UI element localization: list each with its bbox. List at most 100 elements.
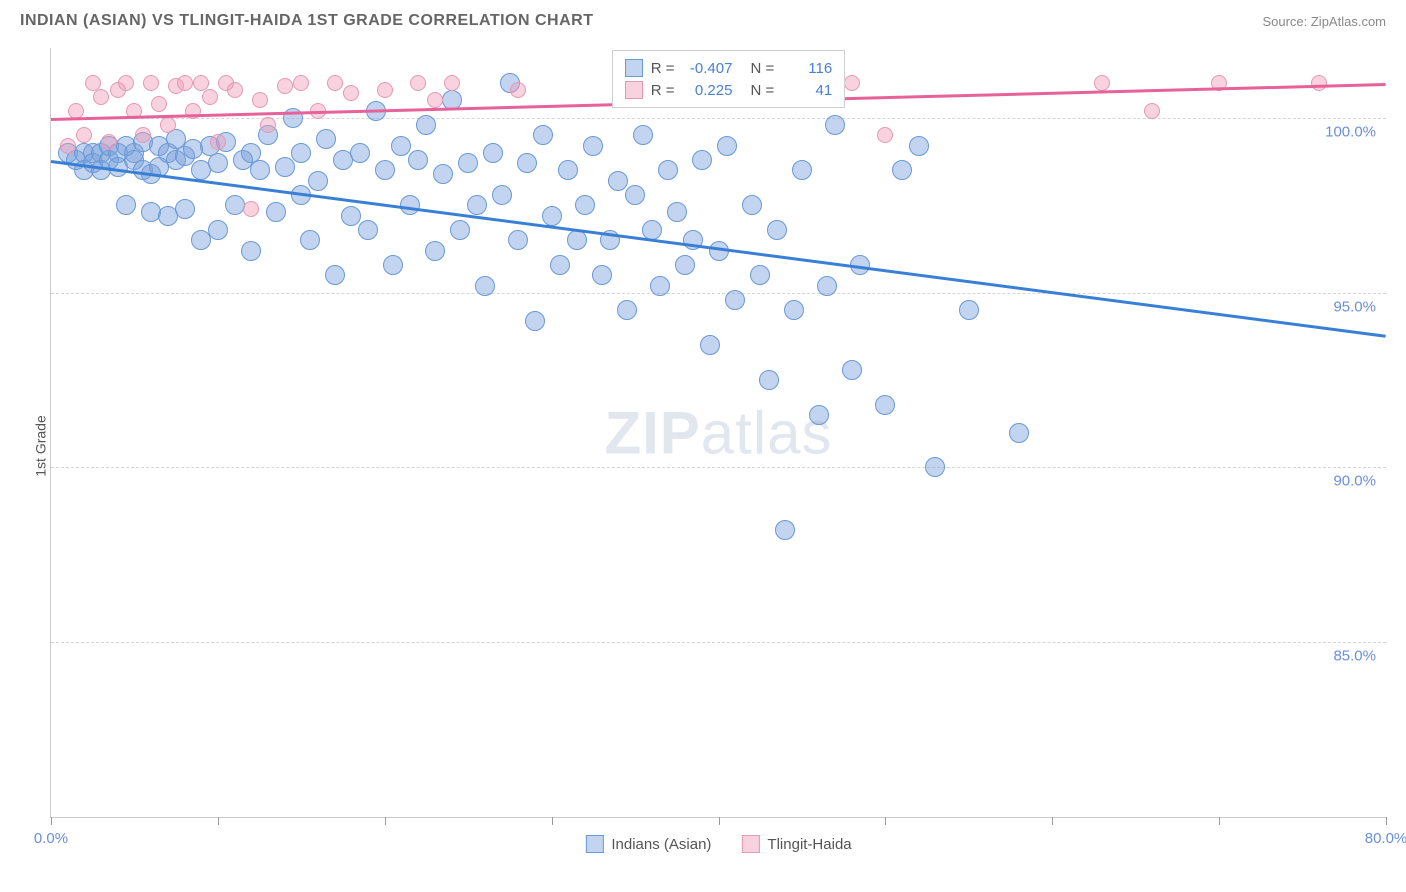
scatter-point [60,138,76,154]
scatter-point [1094,75,1110,91]
scatter-point [375,160,395,180]
scatter-point [959,300,979,320]
scatter-point [692,150,712,170]
scatter-point [750,265,770,285]
scatter-point [1144,103,1160,119]
scatter-point [444,75,460,91]
scatter-point [725,290,745,310]
scatter-point [458,153,478,173]
scatter-point [277,78,293,94]
scatter-point [391,136,411,156]
legend-swatch [585,835,603,853]
scatter-point [550,255,570,275]
series-legend-item: Indians (Asian) [585,835,711,853]
scatter-point [450,220,470,240]
series-name: Indians (Asian) [611,836,711,853]
scatter-point [658,160,678,180]
y-tick-label: 95.0% [1333,298,1376,315]
legend-swatch [625,81,643,99]
scatter-point [844,75,860,91]
scatter-point [525,311,545,331]
scatter-point [892,160,912,180]
legend-r-value: 0.225 [682,82,732,99]
x-tick [885,817,886,825]
scatter-point [742,195,762,215]
scatter-point [243,201,259,217]
scatter-point [341,206,361,226]
scatter-point [266,202,286,222]
chart-title: INDIAN (ASIAN) VS TLINGIT-HAIDA 1ST GRAD… [20,12,594,30]
scatter-point [842,360,862,380]
scatter-point [877,127,893,143]
scatter-point [143,75,159,91]
scatter-point [467,195,487,215]
scatter-point [608,171,628,191]
scatter-point [208,220,228,240]
scatter-point [875,395,895,415]
scatter-point [202,89,218,105]
legend-row: R =0.225N =41 [625,79,833,101]
legend-n-label: N = [750,82,774,99]
scatter-point [625,185,645,205]
scatter-point [633,125,653,145]
scatter-point [358,220,378,240]
scatter-point [350,143,370,163]
series-legend-item: Tlingit-Haida [741,835,851,853]
scatter-point [93,89,109,105]
gridline [51,642,1386,643]
scatter-point [101,134,117,150]
scatter-point [675,255,695,275]
scatter-point [542,206,562,226]
legend-n-value: 116 [782,60,832,77]
scatter-point [759,370,779,390]
legend-r-label: R = [651,60,675,77]
scatter-point [1311,75,1327,91]
scatter-point [784,300,804,320]
scatter-point [308,171,328,191]
scatter-point [817,276,837,296]
scatter-point [275,157,295,177]
chart-plot-area: ZIPatlas 85.0%90.0%95.0%100.0%0.0%80.0%R… [50,48,1386,818]
scatter-point [116,195,136,215]
scatter-point [416,115,436,135]
scatter-point [327,75,343,91]
legend-r-label: R = [651,82,675,99]
scatter-point [300,230,320,250]
scatter-point [260,117,276,133]
gridline [51,293,1386,294]
scatter-point [118,75,134,91]
x-tick-label: 0.0% [34,830,68,847]
scatter-point [617,300,637,320]
gridline [51,467,1386,468]
y-axis-label: 1st Grade [33,415,49,476]
scatter-point [208,153,228,173]
legend-swatch [625,59,643,77]
scatter-point [825,115,845,135]
chart-header: INDIAN (ASIAN) VS TLINGIT-HAIDA 1ST GRAD… [0,0,1406,38]
scatter-point [427,92,443,108]
scatter-point [925,457,945,477]
y-tick-label: 100.0% [1325,123,1376,140]
x-tick [1219,817,1220,825]
scatter-point [325,265,345,285]
x-tick [385,817,386,825]
scatter-point [717,136,737,156]
x-tick [51,817,52,825]
scatter-point [151,96,167,112]
scatter-point [76,127,92,143]
x-tick [1052,817,1053,825]
scatter-point [410,75,426,91]
scatter-point [492,185,512,205]
series-legend: Indians (Asian) Tlingit-Haida [585,835,851,853]
x-tick [719,817,720,825]
scatter-point [316,129,336,149]
scatter-point [408,150,428,170]
correlation-legend: R =-0.407N =116R =0.225N =41 [612,50,846,108]
scatter-point [291,143,311,163]
scatter-point [483,143,503,163]
scatter-point [510,82,526,98]
legend-swatch [741,835,759,853]
legend-n-label: N = [750,60,774,77]
scatter-point [175,199,195,219]
x-tick [1386,817,1387,825]
